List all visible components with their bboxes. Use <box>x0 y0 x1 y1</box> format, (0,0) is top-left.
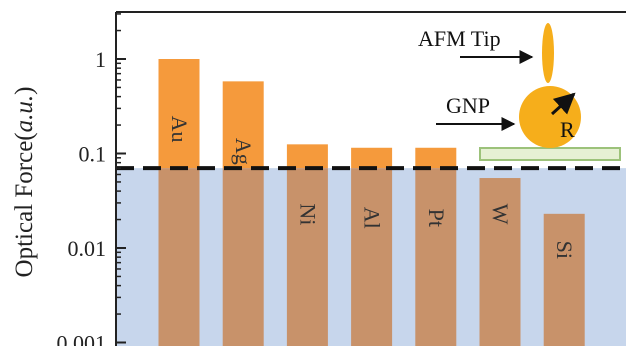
bar-ni-below-threshold <box>286 168 328 346</box>
bar-ni <box>286 144 328 169</box>
bar-w <box>479 178 521 346</box>
y-tick-label: 0.1 <box>79 142 107 167</box>
bar-ag-below-threshold <box>222 168 264 346</box>
afm-tip-icon <box>542 23 554 83</box>
bar-label-w: W <box>488 204 513 225</box>
y-axis-title-main: Optical Force( <box>11 132 38 277</box>
y-tick-label: 1 <box>95 47 106 72</box>
bar-au-below-threshold <box>158 168 200 346</box>
bar-au <box>158 59 200 169</box>
bar-al <box>351 147 393 169</box>
afm-inset-schematic: AFM Tip GNP R <box>418 23 621 161</box>
bar-label-al: Al <box>360 207 385 229</box>
bar-label-si: Si <box>552 241 577 259</box>
gnp-label: GNP <box>446 93 490 118</box>
bars-group <box>158 59 585 346</box>
bar-label-pt: Pt <box>424 209 449 227</box>
y-axis-title: Optical Force(a.u.) <box>11 87 38 278</box>
bar-pt <box>415 147 457 169</box>
y-ticks-group: 1 0.1 0.01 0.001 <box>57 13 126 346</box>
bar-label-ni: Ni <box>295 203 320 225</box>
bar-label-au: Au <box>167 116 192 143</box>
y-tick-label: 0.01 <box>68 236 107 261</box>
bar-label-ag: Ag <box>231 138 256 165</box>
bar-pt-below-threshold <box>415 168 457 346</box>
afm-tip-label: AFM Tip <box>418 26 501 51</box>
radius-label: R <box>560 117 575 142</box>
y-axis-title-close: ) <box>11 87 38 95</box>
bar-si <box>543 213 585 346</box>
y-tick-label: 0.001 <box>57 331 107 346</box>
bar-ag <box>222 81 264 169</box>
bar-labels-group: Au Ag Ni Al Pt W Si <box>167 116 577 259</box>
substrate-icon <box>479 147 621 161</box>
y-axis-title-units: a.u. <box>11 95 38 133</box>
bar-al-below-threshold <box>351 168 393 346</box>
radius-arrow <box>550 92 576 116</box>
